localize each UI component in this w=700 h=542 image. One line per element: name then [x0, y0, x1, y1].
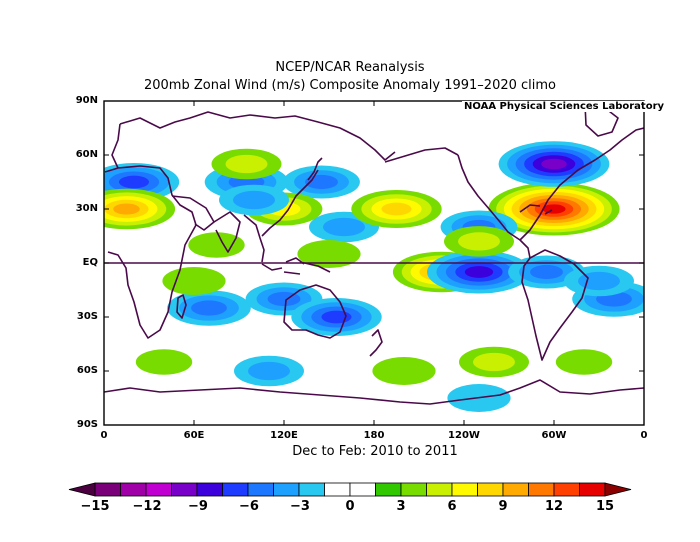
anomaly-contour — [381, 202, 412, 216]
lon-label-60w: 60W — [541, 430, 567, 441]
colorbar-label-minus3: −3 — [290, 499, 310, 514]
anomaly-contour — [578, 271, 620, 291]
anomaly-contour — [372, 357, 436, 385]
anomaly-contour — [233, 190, 275, 210]
chart-subtitle: 200mb Zonal Wind (m/s) Composite Anomaly… — [143, 78, 557, 93]
colorbar-swatch — [528, 482, 555, 497]
colorbar-swatch — [94, 482, 121, 497]
anomaly-contour — [188, 232, 245, 258]
colorbar-swatch — [451, 482, 478, 497]
anomaly-feature — [104, 188, 176, 230]
anomaly-contour — [530, 264, 563, 280]
anomaly-contour — [225, 154, 268, 174]
colorbar-swatch — [400, 482, 427, 497]
lat-label-90s: 90S — [76, 419, 98, 430]
anomaly-contour — [473, 352, 515, 372]
colorbar — [68, 482, 632, 497]
anomaly-feature — [219, 184, 289, 216]
colorbar-label-minus9: −9 — [188, 499, 208, 514]
colorbar-swatch — [196, 482, 223, 497]
anomaly-feature — [234, 355, 304, 387]
colorbar-label-6: 6 — [447, 499, 457, 514]
colorbar-swatch — [171, 482, 198, 497]
colorbar-swatch — [120, 482, 147, 497]
lon-label-0: 0 — [100, 430, 108, 441]
colorbar-swatch — [273, 482, 300, 497]
lat-label-30n: 30N — [75, 203, 98, 214]
lon-label-180: 180 — [363, 430, 385, 441]
anomaly-contour — [135, 349, 193, 375]
lat-label-eq: EQ — [82, 257, 98, 268]
colorbar-swatch — [579, 482, 606, 497]
anomaly-feature — [564, 265, 634, 297]
anomaly-contour — [555, 349, 613, 375]
colorbar-swatch — [553, 482, 580, 497]
anomaly-feature — [167, 290, 251, 326]
colorbar-min-arrow — [68, 482, 96, 497]
lon-label-120e: 120E — [270, 430, 298, 441]
lat-label-90n: 90N — [75, 95, 98, 106]
colorbar-swatch — [349, 482, 376, 497]
colorbar-label-9: 9 — [498, 499, 508, 514]
anomaly-feature — [188, 232, 245, 258]
lat-label-60s: 60S — [76, 365, 98, 376]
anomaly-contour — [113, 203, 140, 215]
anomaly-feature — [498, 141, 610, 187]
lon-label-120w: 120W — [448, 430, 480, 441]
colorbar-swatch — [222, 482, 249, 497]
colorbar-label-3: 3 — [396, 499, 406, 514]
colorbar-swatch — [375, 482, 402, 497]
anomaly-contour — [458, 232, 500, 251]
colorbar-swatch — [145, 482, 172, 497]
anomaly-feature — [351, 190, 442, 228]
anomaly-contour — [297, 240, 361, 268]
anomaly-contour — [464, 266, 494, 278]
anomaly-contour — [118, 175, 150, 189]
anomaly-feature — [291, 298, 382, 336]
chart-title: NCEP/NCAR Reanalysis — [275, 60, 425, 75]
anomaly-contour — [542, 204, 566, 214]
colorbar-swatch — [247, 482, 274, 497]
anomaly-contour — [323, 217, 365, 237]
anomaly-feature — [488, 182, 620, 236]
anomaly-contour — [191, 300, 227, 316]
anomaly-feature — [372, 357, 436, 385]
anomaly-feature — [555, 349, 613, 375]
colorbar-swatch — [502, 482, 529, 497]
anomaly-contour — [321, 310, 352, 324]
anomaly-feature — [459, 346, 529, 378]
anomaly-feature — [283, 165, 360, 199]
coastlines — [104, 103, 644, 405]
anomaly-feature — [297, 240, 361, 268]
colorbar-swatch — [298, 482, 325, 497]
colorbar-swatch — [324, 482, 351, 497]
lon-label-0-east: 0 — [640, 430, 648, 441]
lat-label-30s: 30S — [76, 311, 98, 322]
lat-label-60n: 60N — [75, 149, 98, 160]
colorbar-label-15: 15 — [595, 499, 615, 514]
colorbar-label-minus15: −15 — [80, 499, 110, 514]
colorbar-label-0: 0 — [345, 499, 355, 514]
contour-field — [104, 101, 644, 425]
colorbar-label-minus6: −6 — [239, 499, 259, 514]
colorbar-swatch — [477, 482, 504, 497]
period-label: Dec to Feb: 2010 to 2011 — [292, 444, 458, 459]
colorbar-label-minus12: −12 — [132, 499, 162, 514]
anomaly-feature — [444, 226, 514, 257]
credit-label: NOAA Physical Sciences Laboratory — [462, 101, 667, 112]
anomaly-contour — [248, 361, 290, 381]
colorbar-max-arrow — [604, 482, 632, 497]
colorbar-swatch — [426, 482, 453, 497]
anomaly-contour — [541, 158, 567, 170]
lon-label-60e: 60E — [183, 430, 205, 441]
colorbar-label-12: 12 — [544, 499, 564, 514]
anomaly-feature — [211, 148, 282, 180]
anomaly-feature — [135, 349, 193, 375]
